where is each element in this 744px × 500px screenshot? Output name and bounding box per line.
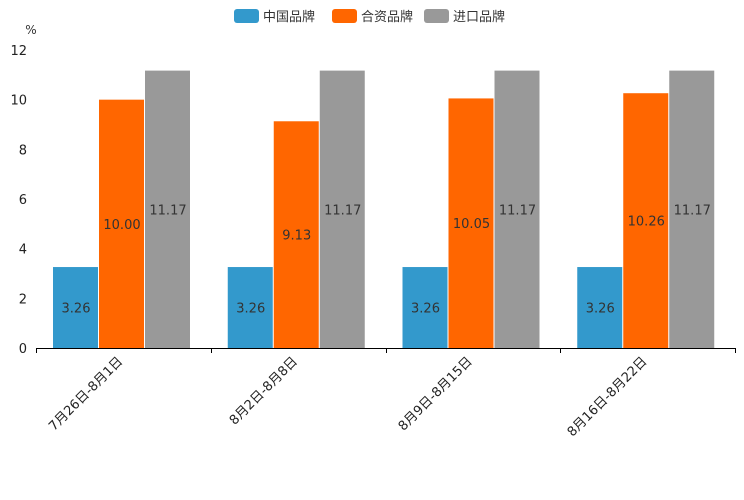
bar — [227, 267, 273, 348]
legend-item[interactable]: 合资品牌 — [332, 9, 413, 25]
x-axis: 7月26日-8月1日 8月2日-8月8日 8月9日-8月15日 8月16日-8月22日 — [36, 348, 736, 440]
y-tick-label: 2 — [19, 292, 27, 307]
y-tick-label: 8 — [19, 143, 27, 158]
bar — [319, 70, 365, 348]
x-tick-label: 8月16日-8月22日 — [565, 354, 651, 440]
data-label: 11.17 — [499, 203, 536, 218]
legend-item[interactable]: 进口品牌 — [424, 9, 505, 25]
y-tick-label: 12 — [10, 44, 27, 59]
data-label: 10.05 — [453, 217, 490, 232]
data-label: 9.13 — [282, 229, 311, 244]
data-label: 10.26 — [628, 215, 665, 230]
bar — [448, 98, 494, 348]
data-label: 11.17 — [324, 203, 361, 218]
data-label: 3.26 — [411, 302, 440, 317]
legend-label: 合资品牌 — [361, 9, 413, 25]
data-label: 3.26 — [62, 302, 91, 317]
bar — [402, 267, 448, 348]
data-label: 3.26 — [586, 302, 615, 317]
data-label: 11.17 — [149, 203, 186, 218]
bars: 3.26 10.00 11.17 3.26 9.13 11.17 3.26 10.05 11.1… — [53, 70, 715, 349]
y-tick-label: 0 — [19, 342, 27, 357]
bar — [99, 99, 144, 349]
bar — [669, 70, 715, 348]
legend-label: 中国品牌 — [263, 9, 315, 25]
data-label: 10.00 — [103, 218, 140, 233]
y-tick-label: 10 — [10, 94, 27, 109]
bar — [494, 70, 540, 348]
y-axis: 0 2 4 6 8 10 12 — [10, 44, 27, 357]
data-label: 11.17 — [674, 203, 711, 218]
x-tick-label: 8月2日-8月8日 — [227, 354, 301, 428]
legend-swatch — [234, 9, 259, 23]
y-tick-label: 4 — [19, 243, 27, 258]
x-tick-label: 8月9日-8月15日 — [396, 354, 476, 434]
bar — [273, 121, 319, 348]
x-tick-label: 7月26日-8月1日 — [46, 354, 126, 434]
legend-label: 进口品牌 — [453, 9, 505, 25]
y-axis-label: % — [25, 23, 36, 37]
bar — [577, 267, 623, 348]
legend-swatch — [332, 9, 357, 23]
legend-swatch — [424, 9, 449, 23]
legend-item[interactable]: 中国品牌 — [234, 9, 315, 25]
bar — [623, 93, 669, 349]
data-label: 3.26 — [236, 302, 265, 317]
bar — [53, 267, 98, 348]
legend: 中国品牌 合资品牌 进口品牌 — [234, 9, 505, 25]
y-tick-label: 6 — [19, 193, 27, 208]
bar — [145, 70, 190, 348]
